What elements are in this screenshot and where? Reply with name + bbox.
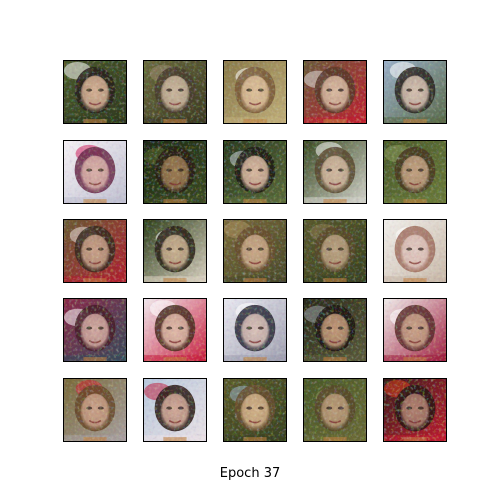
sample-image [223,298,287,362]
sample-image [303,219,367,283]
sample-image [383,140,447,204]
sample-image [383,378,447,442]
sample-image [143,219,207,283]
sample-image [383,60,447,124]
sample-image [223,60,287,124]
sample-image [383,219,447,283]
sample-image [303,140,367,204]
epoch-caption: Epoch 37 [0,466,500,481]
sample-image [143,60,207,124]
sample-image [303,298,367,362]
sample-image [143,378,207,442]
sample-image [223,378,287,442]
sample-image [303,378,367,442]
sample-image [63,219,127,283]
sample-image [303,60,367,124]
sample-image [223,140,287,204]
sample-image [63,60,127,124]
sample-image [143,298,207,362]
sample-image [63,140,127,204]
sample-image [223,219,287,283]
sample-image [383,298,447,362]
sample-image [143,140,207,204]
sample-image [63,298,127,362]
sample-image [63,378,127,442]
